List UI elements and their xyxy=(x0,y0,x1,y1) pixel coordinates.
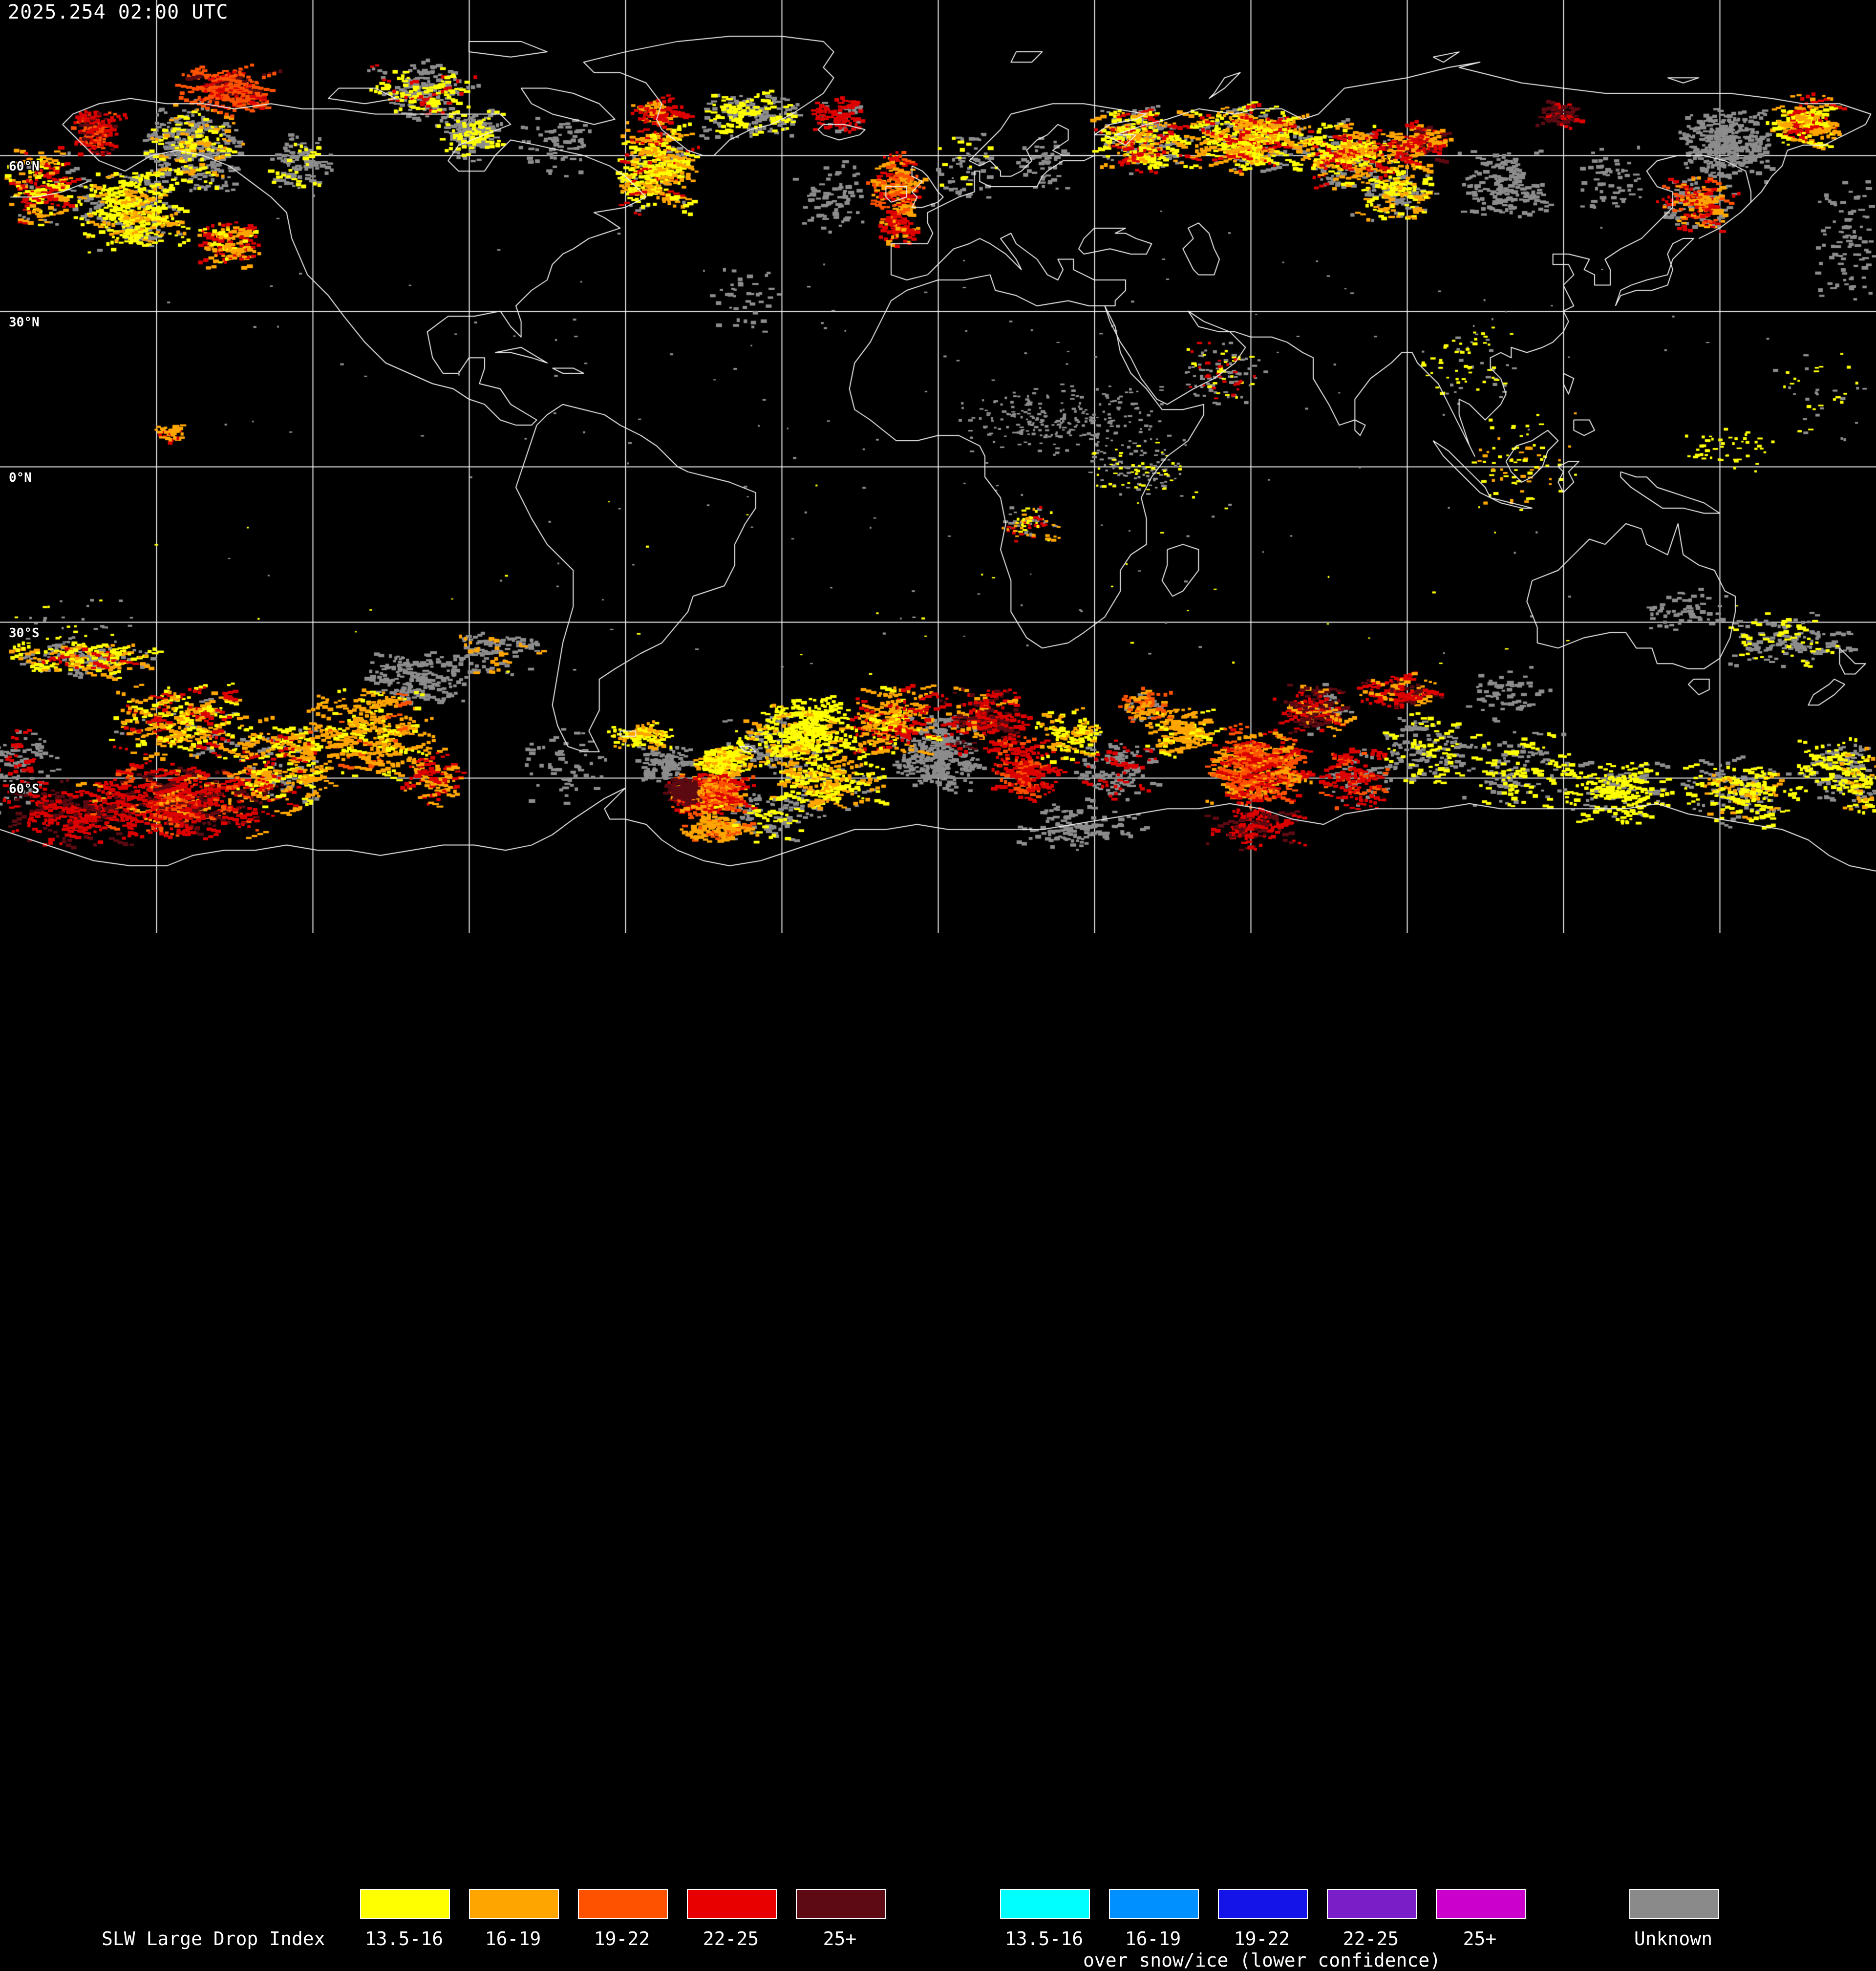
legend-bar: SLW Large Drop Index 13.5-16 16-19 19-22… xyxy=(0,933,1876,1971)
legend-item-unknown: Unknown xyxy=(1629,1889,1719,1950)
legend-label: 25+ xyxy=(823,1928,857,1950)
swatch-blue xyxy=(1218,1889,1308,1919)
swatch-purple xyxy=(1327,1889,1417,1919)
swatch-orange-red xyxy=(578,1889,668,1919)
legend-item-snowice-25plus: 25+ xyxy=(1436,1889,1526,1950)
swatch-orange xyxy=(469,1889,559,1919)
lat-label-0n: 0°N xyxy=(9,471,32,485)
world-map-canvas xyxy=(0,0,1876,933)
legend-item-snowice-19-22: 19-22 xyxy=(1218,1889,1308,1950)
legend-label: 22-25 xyxy=(703,1928,759,1950)
legend-label: 13.5-16 xyxy=(1004,1928,1084,1950)
swatch-gray xyxy=(1629,1889,1719,1919)
legend-item-ldi-13.5-16: 13.5-16 xyxy=(360,1889,450,1950)
timestamp: 2025.254 02:00 UTC xyxy=(8,1,229,23)
legend-label: 13.5-16 xyxy=(364,1928,444,1950)
swatch-cyan xyxy=(1000,1889,1090,1919)
legend-item-ldi-22-25: 22-25 xyxy=(687,1889,777,1950)
lat-label-60s: 60°S xyxy=(9,781,40,796)
legend-label: 22-25 xyxy=(1343,1928,1399,1950)
legend-item-ldi-16-19: 16-19 xyxy=(469,1889,559,1950)
swatch-azure xyxy=(1109,1889,1199,1919)
legend-item-snowice-22-25: 22-25 xyxy=(1327,1889,1417,1950)
lat-label-30s: 30°S xyxy=(9,626,40,641)
snow-ice-note: over snow/ice (lower confidence) xyxy=(1083,1950,1441,1971)
legend-item-ldi-25plus: 25+ xyxy=(796,1889,886,1950)
legend-label: Unknown xyxy=(1634,1928,1713,1950)
lat-label-30n: 30°N xyxy=(9,315,40,330)
legend-title: SLW Large Drop Index xyxy=(102,1928,325,1950)
legend-label: 19-22 xyxy=(1234,1928,1290,1950)
legend-item-snowice-16-19: 16-19 xyxy=(1109,1889,1199,1950)
legend-label: 16-19 xyxy=(1125,1928,1181,1950)
swatch-yellow xyxy=(360,1889,450,1919)
legend-item-snowice-13.5-16: 13.5-16 xyxy=(1000,1889,1090,1950)
legend-item-ldi-19-22: 19-22 xyxy=(578,1889,668,1950)
lat-label-60n: 60°N xyxy=(9,159,40,174)
swatch-red xyxy=(687,1889,777,1919)
legend-label: 16-19 xyxy=(485,1928,541,1950)
legend-label: 25+ xyxy=(1463,1928,1497,1950)
swatch-magenta xyxy=(1436,1889,1526,1919)
legend-label: 19-22 xyxy=(594,1928,650,1950)
swatch-dark-red xyxy=(796,1889,886,1919)
